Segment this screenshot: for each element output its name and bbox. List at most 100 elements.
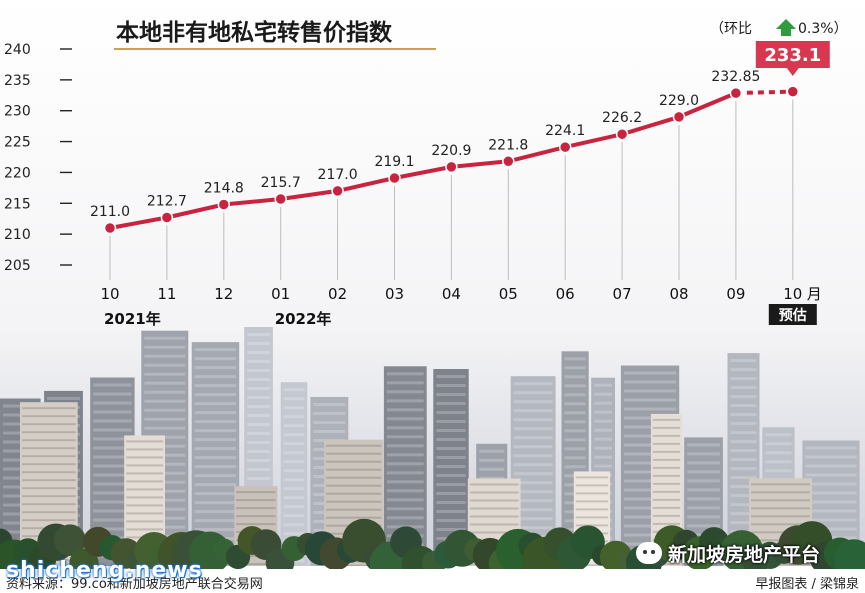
building-window-row [623, 533, 677, 537]
building-window-row [765, 451, 792, 455]
building-window-row [594, 428, 612, 432]
building-window-row [805, 518, 857, 522]
building-window-row [47, 396, 80, 400]
building-window-row [22, 519, 76, 522]
data-point [388, 171, 401, 185]
building-window-row [564, 411, 586, 415]
building-window-row [575, 492, 609, 495]
building-window-row [93, 437, 132, 441]
building-window-row [623, 371, 677, 375]
building-window-row [513, 400, 553, 404]
building-window-row [194, 510, 237, 514]
data-point [331, 184, 344, 198]
building-window-row [623, 434, 677, 438]
building-window-row [247, 360, 270, 363]
building-window-row [564, 447, 586, 451]
building-window-row [386, 489, 424, 493]
site-watermark: shicheng.news [6, 558, 203, 583]
building-window-row [22, 439, 76, 442]
building-window-row [436, 456, 466, 459]
building-window-row [283, 523, 305, 527]
building-window-row [594, 383, 612, 387]
building-window-row [326, 444, 382, 447]
guide-lines [109, 99, 794, 280]
building-window-row [469, 483, 519, 486]
building-window-row [194, 357, 237, 361]
data-label: 229.0 [659, 93, 699, 109]
up-arrow-icon [776, 19, 796, 36]
building-window-row [623, 470, 677, 474]
building-window-row [283, 532, 305, 536]
x-tick-label: 03 [385, 285, 404, 303]
building-window-row [687, 515, 720, 519]
building-window-row [194, 465, 237, 469]
building-window-row [575, 524, 609, 527]
building-window-row [194, 402, 237, 406]
building-window-row [436, 420, 466, 423]
building-window-row [126, 440, 163, 443]
building-window-row [730, 467, 757, 471]
estimate-tag-box [768, 304, 817, 325]
building-window-row [575, 564, 609, 567]
building-window-row [436, 375, 466, 378]
building-window-row [564, 375, 586, 379]
building-window-row [730, 422, 757, 426]
building-window-row [386, 435, 424, 439]
building-window-row [283, 397, 305, 401]
data-point [274, 192, 287, 206]
building-window-row [144, 345, 186, 349]
x-tick-label: 12 [214, 285, 233, 303]
building-window-row [22, 487, 76, 490]
data-point [217, 198, 231, 211]
building-window-row [805, 527, 857, 531]
building-window-row [22, 447, 76, 450]
building-window-row [805, 482, 857, 486]
wechat-watermark: 新加坡房地产平台 [636, 538, 820, 568]
building-window-row [469, 499, 519, 502]
building-window-row [93, 446, 132, 450]
building-window-row [194, 528, 237, 532]
building-window-row [22, 479, 76, 482]
data-label: 233.1 [764, 45, 821, 66]
building-window-row [436, 429, 466, 432]
building-window-row [594, 464, 612, 468]
data-point [729, 86, 743, 100]
building-window-row [805, 509, 857, 513]
building-window-row [386, 390, 424, 394]
data-point [502, 155, 515, 168]
x-tick-label: 10 [783, 285, 802, 303]
building-window-row [765, 469, 792, 473]
building-window-row [751, 507, 810, 510]
building-window-row [326, 492, 382, 495]
building-window-row [623, 380, 677, 384]
building-window-row [326, 484, 382, 487]
year-label: 2021年 [104, 310, 161, 328]
chart-footer: 资料来源：99.co和新加坡房地产联合交易网 早报图表 / 梁锦泉 [0, 569, 865, 593]
building-window-row [194, 411, 237, 415]
building-window-row [283, 442, 305, 446]
building-window-row [194, 429, 237, 433]
building-window-row [687, 470, 720, 474]
building-window-row [652, 466, 681, 469]
building-window-row [436, 465, 466, 468]
building-window-row [652, 482, 681, 485]
building-window-row [652, 418, 681, 421]
building-window-row [652, 426, 681, 429]
building-window-row [805, 473, 857, 477]
building-window-row [513, 481, 553, 485]
building-window-row [22, 407, 76, 410]
building-window-row [575, 500, 609, 503]
building-window-row [236, 523, 276, 526]
building-window-row [564, 420, 586, 424]
building-window-row [479, 467, 505, 471]
building-window-row [513, 508, 553, 512]
building-window-row [623, 452, 677, 456]
building-window-row [513, 490, 553, 494]
building-window-row [283, 487, 305, 491]
building-window-row [623, 389, 677, 393]
building-window-row [751, 531, 810, 534]
building-window-row [469, 507, 519, 510]
building-window-row [247, 459, 270, 462]
x-tick-label: 08 [669, 285, 688, 303]
building-window-row [93, 527, 132, 531]
